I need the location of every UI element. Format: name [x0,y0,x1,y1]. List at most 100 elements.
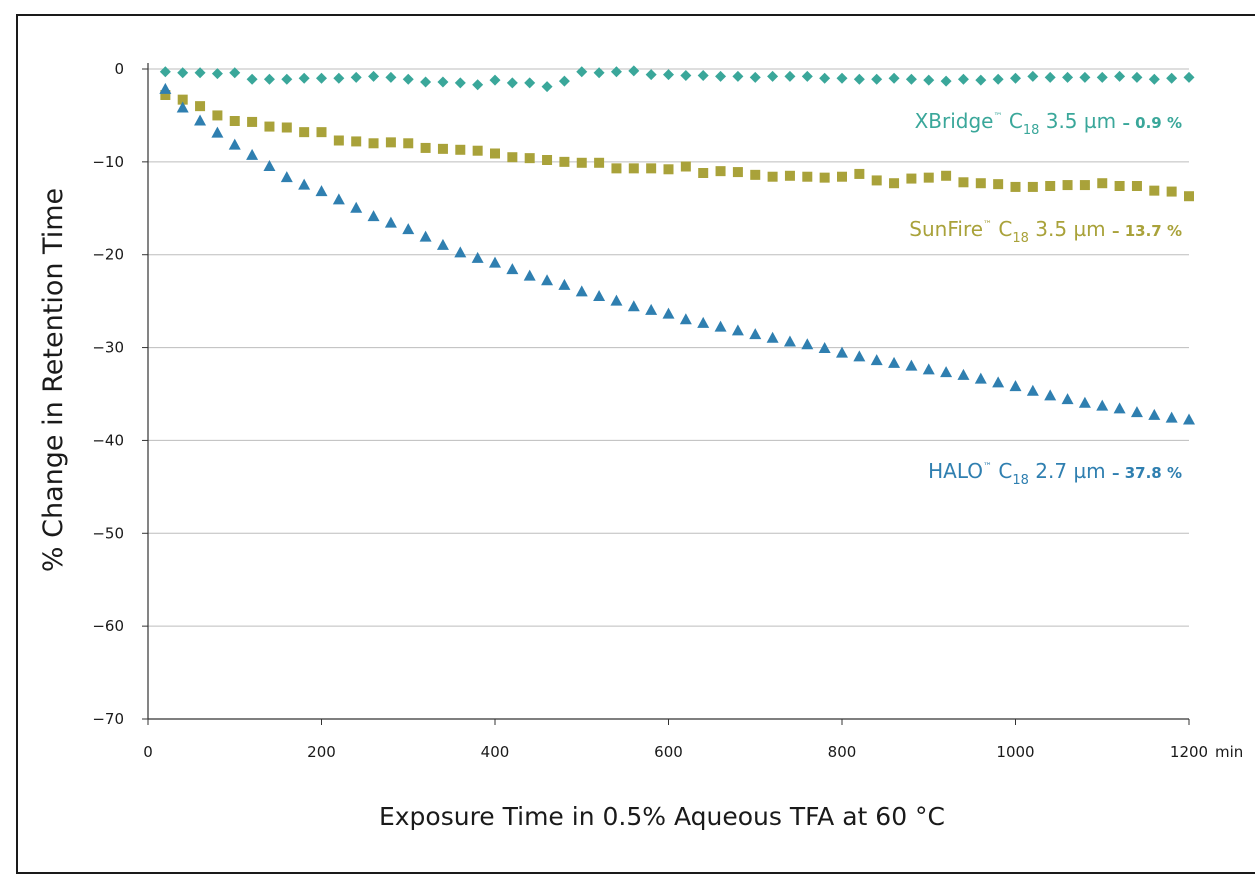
data-point-xbridge [576,66,588,78]
data-point-sunfire [1166,186,1177,197]
series-label-halo: HALO™ C18 2.7 µm – 37.8 % [928,459,1182,488]
data-point-sunfire [195,101,206,112]
data-point-xbridge [593,67,605,79]
data-point-halo [159,82,172,94]
data-point-xbridge [905,73,917,85]
data-point-halo [992,376,1005,388]
data-point-xbridge [610,66,622,78]
data-point-halo [870,354,883,366]
data-point-xbridge [454,77,466,89]
data-point-xbridge [923,74,935,86]
data-point-halo [436,238,449,250]
data-point-sunfire [1010,181,1021,192]
data-point-xbridge [975,74,987,86]
data-point-xbridge [524,77,536,89]
data-point-xbridge [298,72,310,84]
data-point-halo [298,178,311,190]
data-point-halo [1183,413,1195,425]
data-point-halo [194,114,207,126]
data-point-sunfire [767,171,778,182]
series-label-xbridge: XBridge™ C18 3.5 µm – 0.9 % [915,109,1182,138]
series-labels: XBridge™ C18 3.5 µm – 0.9 % SunFire™ C18 … [909,109,1182,488]
y-tick-label: −50 [92,524,124,542]
data-point-xbridge [316,72,327,84]
data-point-xbridge [767,70,779,82]
data-point-halo [853,350,866,362]
data-point-xbridge [749,71,761,83]
data-point-sunfire [750,169,761,180]
data-point-halo [697,316,710,328]
series-label-sunfire: SunFire™ C18 3.5 µm – 13.7 % [909,217,1182,246]
data-point-sunfire [281,122,292,133]
data-point-sunfire [1131,181,1142,191]
data-point-halo [1096,399,1109,411]
data-point-xbridge [350,71,362,83]
data-point-xbridge [177,67,189,79]
data-point-halo [766,331,779,343]
data-point-sunfire [663,164,674,175]
data-point-xbridge [628,65,640,77]
data-point-xbridge [784,70,796,82]
y-tick-label: −30 [92,339,124,357]
data-point-halo [246,148,259,160]
data-point-sunfire [437,143,448,154]
data-point-xbridge [263,73,275,85]
data-point-halo [1165,411,1178,423]
data-point-xbridge [1114,70,1126,82]
data-point-halo [280,171,293,183]
data-point-halo [419,230,432,242]
data-point-sunfire [490,148,500,159]
data-point-halo [506,263,519,275]
data-point-sunfire [1027,181,1038,192]
data-point-sunfire [403,138,414,149]
data-point-sunfire [385,137,396,148]
data-point-xbridge [194,67,206,79]
x-tick-label: 1200 [1170,743,1208,761]
data-point-sunfire [698,168,709,178]
x-axis-title: Exposure Time in 0.5% Aqueous TFA at 60 … [379,802,945,831]
data-point-xbridge [1166,72,1178,84]
y-tick-label: −40 [92,431,124,449]
data-point-sunfire [1097,178,1108,189]
data-point-halo [523,269,536,281]
data-point-sunfire [333,135,344,146]
data-point-halo [211,126,224,138]
data-point-sunfire [542,155,553,165]
data-point-xbridge [871,73,883,85]
y-axis-ticks: 0 −10 −20 −30 −40 −50 −60 −70 [92,60,148,728]
data-point-halo [471,251,484,263]
data-point-halo [836,346,848,358]
data-point-xbridge [957,73,969,85]
data-point-xbridge [680,70,692,81]
data-point-sunfire [177,94,188,105]
data-point-xbridge [333,72,345,84]
x-tick-label: 800 [828,743,857,761]
data-point-sunfire [923,172,934,183]
data-point-xbridge [732,70,744,82]
data-point-halo [367,210,380,222]
data-point-sunfire [958,177,969,188]
y-tick-label: 0 [114,60,124,78]
data-point-sunfire [941,170,952,181]
x-tick-label: 600 [654,743,683,761]
data-point-sunfire [1114,181,1125,191]
y-tick-label: −60 [92,617,124,635]
data-points [159,65,1195,425]
data-point-xbridge [801,70,813,82]
data-point-xbridge [506,77,518,89]
x-axis-ticks: 0 200 400 600 800 1000 1200 min [143,719,1243,761]
data-point-sunfire [871,175,882,186]
data-point-sunfire [559,156,570,167]
data-point-xbridge [246,73,258,85]
data-point-sunfire [837,171,847,182]
data-point-halo [974,372,987,384]
y-axis-title: % Change in Retention Time [38,188,69,572]
data-point-sunfire [802,171,813,182]
data-point-halo [176,101,189,113]
data-point-halo [714,320,727,332]
data-point-halo [957,368,970,380]
data-point-sunfire [264,121,275,132]
data-point-halo [1009,380,1022,392]
data-point-halo [662,307,675,319]
y-tick-label: −70 [92,710,124,728]
